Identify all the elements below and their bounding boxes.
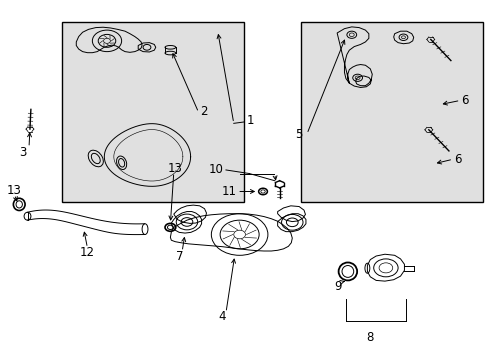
Bar: [300, 22, 483, 202]
Bar: [61, 22, 244, 202]
Text: 10: 10: [209, 163, 224, 176]
Text: 12: 12: [80, 246, 95, 259]
Text: 9: 9: [334, 280, 341, 293]
Text: 3: 3: [19, 145, 26, 158]
Text: 8: 8: [366, 330, 373, 343]
Text: 11: 11: [221, 185, 236, 198]
Text: 13: 13: [167, 162, 183, 175]
Text: 6: 6: [453, 153, 461, 166]
Text: 2: 2: [199, 105, 207, 118]
Text: 7: 7: [176, 249, 183, 262]
Text: 4: 4: [218, 310, 226, 324]
Text: 5: 5: [294, 127, 302, 141]
Text: 1: 1: [246, 114, 254, 127]
Text: 13: 13: [7, 184, 22, 197]
Text: 6: 6: [461, 94, 468, 107]
